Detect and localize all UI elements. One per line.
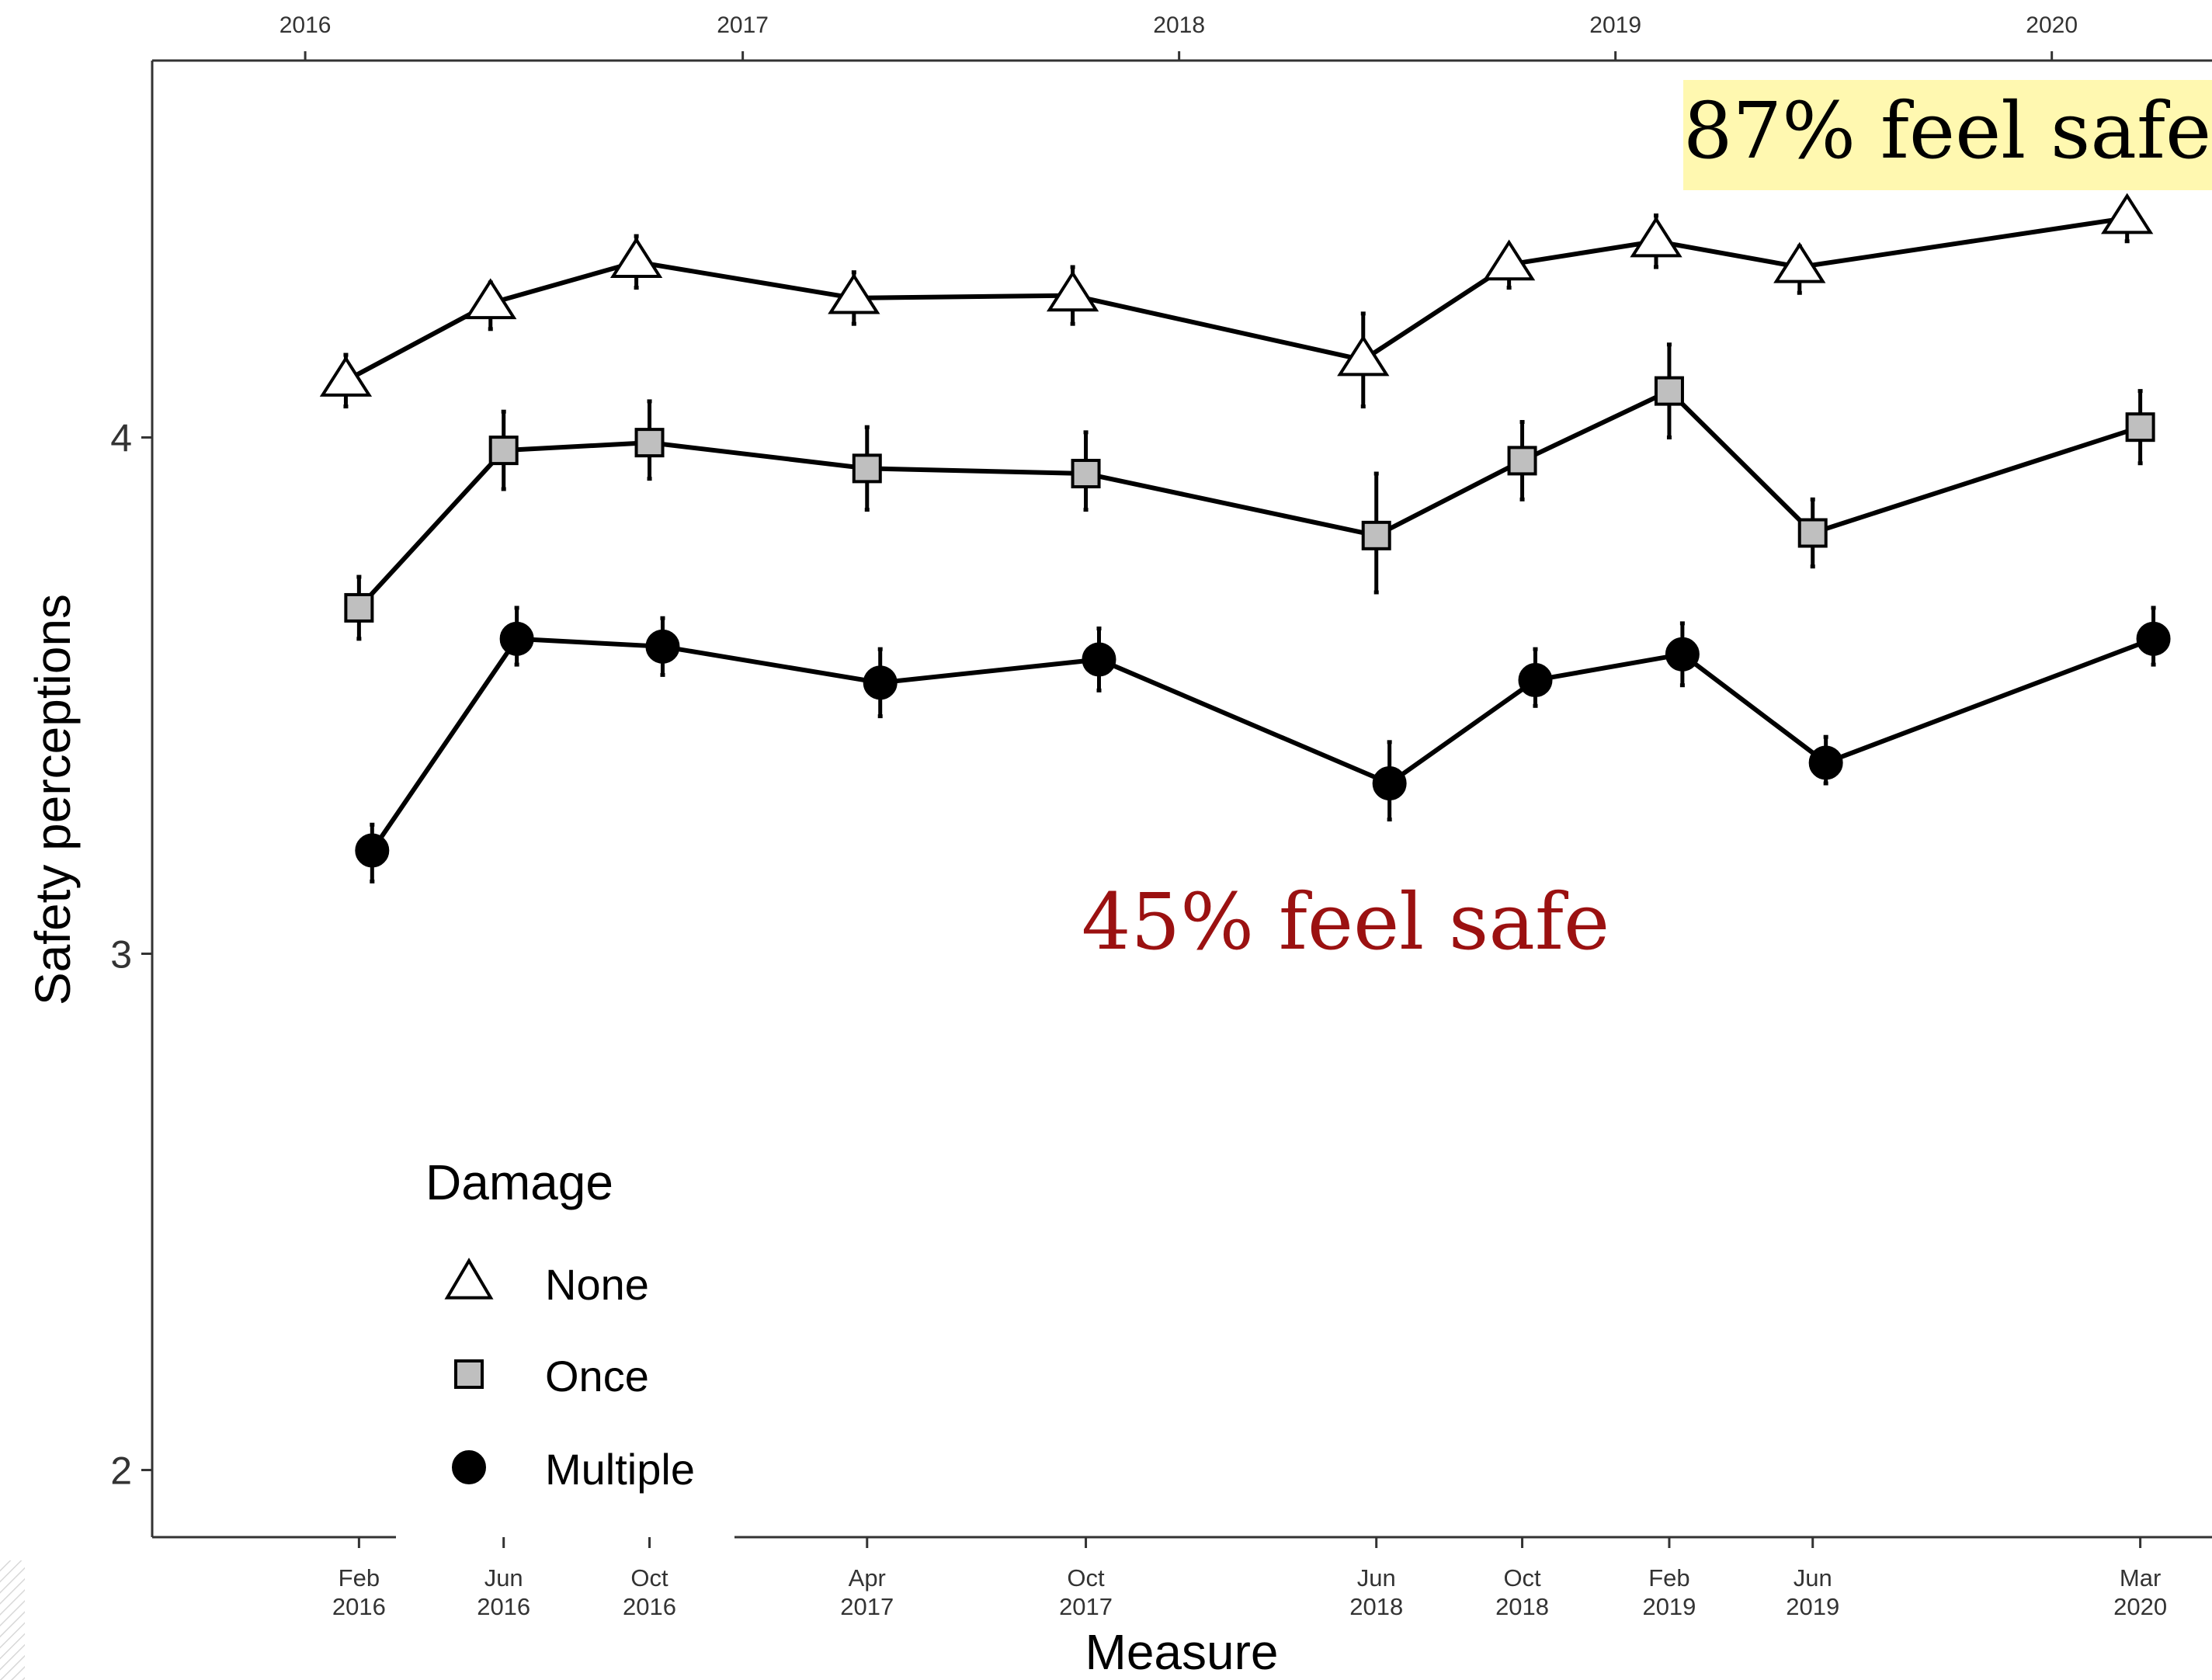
data-point-multiple bbox=[2136, 621, 2171, 656]
y-axis-title: Safety perceptions bbox=[25, 594, 81, 1005]
top-tick-label: 2019 bbox=[1589, 12, 1641, 38]
x-tick-label-year: 2016 bbox=[332, 1593, 386, 1620]
data-point-once bbox=[1507, 446, 1537, 476]
data-point-once bbox=[1797, 518, 1828, 548]
data-point-none bbox=[2101, 193, 2154, 234]
series-line-once bbox=[357, 388, 2141, 609]
x-tick-label-month: Jun bbox=[484, 1564, 523, 1591]
legend-marker-once bbox=[454, 1359, 484, 1389]
x-tick-label-month: Mar bbox=[2120, 1564, 2161, 1591]
x-tick-label-month: Jun bbox=[1794, 1564, 1832, 1591]
annotation-87-feel-safe: 87% feel safe bbox=[1683, 85, 2211, 176]
annotation-highlight-box bbox=[1683, 80, 2212, 190]
y-tick-label: 3 bbox=[110, 933, 132, 977]
data-point-none bbox=[464, 278, 517, 320]
x-tick-label-year: 2019 bbox=[1642, 1593, 1696, 1620]
annotation-45-feel-safe: 45% feel safe bbox=[1082, 876, 1610, 967]
data-point-none bbox=[1046, 270, 1099, 312]
data-point-multiple bbox=[1665, 637, 1700, 672]
data-point-multiple bbox=[645, 629, 680, 664]
x-tick-label-month: Feb bbox=[1648, 1564, 1689, 1591]
data-point-none bbox=[319, 356, 373, 397]
top-tick-label: 2020 bbox=[2026, 12, 2078, 38]
series-once bbox=[344, 342, 2155, 641]
legend-label-multiple: Multiple bbox=[545, 1445, 695, 1494]
x-axis-ticks: Feb2016Jun2016Oct2016Apr2017Oct2017Jun20… bbox=[332, 1537, 2167, 1620]
legend: Damage None Once Multiple bbox=[396, 1126, 734, 1537]
legend-title: Damage bbox=[425, 1154, 613, 1210]
x-tick-label-year: 2016 bbox=[477, 1593, 530, 1620]
top-axis-ticks: 2016 2017 2018 2019 2020 bbox=[280, 12, 2078, 61]
x-tick-label-year: 2018 bbox=[1495, 1593, 1549, 1620]
data-point-none bbox=[609, 237, 663, 278]
y-tick-label: 2 bbox=[110, 1449, 132, 1493]
data-point-once bbox=[852, 453, 882, 484]
x-tick-label-month: Oct bbox=[1067, 1564, 1105, 1591]
legend-marker-multiple bbox=[452, 1450, 486, 1484]
data-point-once bbox=[1071, 459, 1101, 489]
data-point-once bbox=[634, 428, 665, 458]
top-tick-label: 2018 bbox=[1153, 12, 1205, 38]
y-tick-label: 4 bbox=[110, 416, 132, 460]
hatch-decoration bbox=[0, 1560, 25, 1680]
x-tick-label-year: 2017 bbox=[1059, 1593, 1113, 1620]
data-point-once bbox=[344, 592, 374, 623]
y-axis-ticks: 2 3 4 bbox=[110, 416, 152, 1493]
legend-item-once: Once bbox=[454, 1352, 649, 1401]
x-tick-label-month: Apr bbox=[849, 1564, 886, 1591]
data-point-multiple bbox=[355, 833, 390, 868]
x-axis-title: Measure bbox=[1085, 1624, 1279, 1680]
legend-item-none: None bbox=[444, 1258, 649, 1309]
data-point-multiple bbox=[499, 621, 534, 656]
legend-label-none: None bbox=[545, 1260, 649, 1309]
data-point-multiple bbox=[1518, 663, 1553, 698]
data-point-none bbox=[1482, 239, 1536, 281]
data-point-multiple bbox=[1808, 745, 1843, 780]
series-layer bbox=[319, 193, 2171, 883]
data-point-once bbox=[1361, 520, 1391, 550]
x-tick-label-year: 2017 bbox=[840, 1593, 894, 1620]
x-tick-label-month: Jun bbox=[1357, 1564, 1396, 1591]
data-point-none bbox=[1630, 216, 1682, 258]
data-point-none bbox=[1773, 241, 1826, 283]
x-tick-label-year: 2020 bbox=[2113, 1593, 2167, 1620]
x-tick-label-year: 2016 bbox=[623, 1593, 676, 1620]
data-point-once bbox=[488, 436, 519, 466]
series-none bbox=[319, 193, 2154, 409]
series-line-multiple bbox=[370, 636, 2155, 852]
x-tick-label-month: Oct bbox=[1503, 1564, 1541, 1591]
top-tick-label: 2016 bbox=[280, 12, 332, 38]
x-tick-label-month: Feb bbox=[339, 1564, 380, 1591]
legend-label-once: Once bbox=[545, 1352, 649, 1401]
top-tick-label: 2017 bbox=[717, 12, 769, 38]
data-point-multiple bbox=[1372, 766, 1407, 801]
x-tick-label-month: Oct bbox=[630, 1564, 668, 1591]
data-point-multiple bbox=[1082, 642, 1116, 677]
legend-item-multiple: Multiple bbox=[452, 1445, 695, 1494]
data-point-none bbox=[1337, 335, 1390, 377]
data-point-none bbox=[828, 272, 880, 314]
series-multiple bbox=[355, 606, 2171, 883]
data-point-multiple bbox=[863, 665, 898, 700]
data-point-once bbox=[2125, 412, 2155, 443]
data-point-once bbox=[1654, 376, 1684, 406]
plot-panel bbox=[151, 59, 2212, 1539]
x-tick-label-year: 2019 bbox=[1786, 1593, 1839, 1620]
series-line-none bbox=[345, 215, 2128, 383]
x-tick-label-year: 2018 bbox=[1349, 1593, 1403, 1620]
legend-marker-none bbox=[444, 1258, 494, 1300]
